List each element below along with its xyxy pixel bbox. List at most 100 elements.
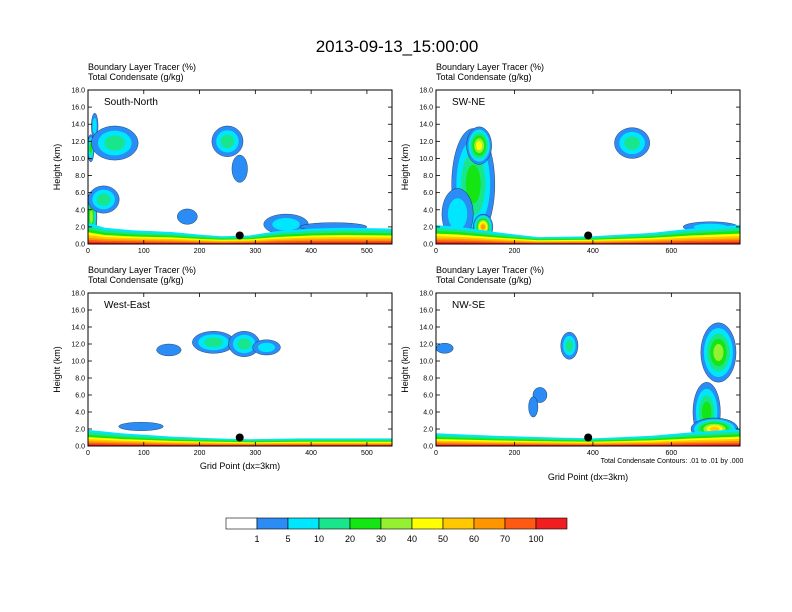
colorbar-label: 20 (345, 534, 355, 544)
cloud (118, 421, 164, 431)
condensate-contour (466, 126, 492, 165)
colorbar-swatch (380, 517, 413, 530)
condensate-contour (700, 322, 737, 383)
x-tick-label: 0 (434, 248, 438, 255)
x-tick-label: 500 (361, 450, 373, 457)
y-tick-label: 8.0 (75, 376, 85, 383)
condensate-contour (231, 154, 248, 183)
plot-area (436, 293, 740, 446)
y-tick-label: 12.0 (71, 342, 85, 349)
panel-title-tracer: Boundary Layer Tracer (%) (436, 62, 544, 72)
y-tick-label: 18.0 (419, 88, 433, 95)
x-tick-label: 0 (86, 248, 90, 255)
y-tick-label: 2.0 (423, 427, 433, 434)
cloud (528, 396, 539, 418)
y-tick-label: 14.0 (419, 122, 433, 129)
cloud-shade (156, 344, 182, 356)
cloud (156, 343, 182, 357)
x-tick-label: 400 (305, 450, 317, 457)
colorbar-label: 40 (407, 534, 417, 544)
cloud-shade (89, 209, 93, 224)
condensate-contour (118, 421, 164, 431)
y-tick-label: 10.0 (419, 156, 433, 163)
cloud (176, 208, 198, 225)
condensate-contour (88, 185, 120, 214)
cloud-shade (436, 343, 454, 354)
x-tick-label: 400 (587, 248, 599, 255)
colorbar-swatch (535, 517, 568, 530)
y-tick-label: 4.0 (75, 410, 85, 417)
x-tick-label: 500 (361, 248, 373, 255)
y-axis-label: Height (km) (52, 144, 62, 191)
cloud (88, 185, 120, 214)
plot-frame (87, 89, 393, 245)
cloud-shade (709, 426, 720, 432)
cloud-shade (96, 193, 111, 206)
y-tick-label: 2.0 (423, 224, 433, 231)
boundary-layer (88, 222, 392, 244)
y-tick-label: 8.0 (423, 173, 433, 180)
colorbar-swatch (411, 517, 444, 530)
cloud-shade (624, 136, 640, 150)
x-tick-label: 200 (194, 248, 206, 255)
condensate-contour (252, 339, 281, 356)
y-tick-label: 0.0 (423, 444, 433, 451)
y-tick-label: 10.0 (71, 156, 85, 163)
colorbar-label: 100 (528, 534, 543, 544)
panel-4: Boundary Layer Tracer (%)Total Condensat… (400, 265, 741, 482)
y-tick-label: 6.0 (75, 393, 85, 400)
cloud (614, 127, 651, 159)
location-marker (584, 433, 593, 442)
condensate-contour (211, 125, 244, 157)
cloud (228, 331, 261, 357)
panel-title-tracer: Boundary Layer Tracer (%) (88, 265, 196, 275)
panel-title-condensate: Total Condensate (g/kg) (88, 275, 184, 285)
panels: Boundary Layer Tracer (%)Total Condensat… (52, 62, 741, 482)
cloud (466, 126, 492, 165)
colorbar-swatch (318, 517, 351, 530)
plot-frame (435, 292, 741, 447)
y-tick-label: 14.0 (71, 122, 85, 129)
colorbar-label: 1 (254, 534, 259, 544)
y-axis-label: Height (km) (400, 144, 410, 191)
y-axis-label: Height (km) (52, 346, 62, 393)
cloud (231, 154, 248, 183)
cloud-shade (220, 134, 235, 149)
condensate-contour (528, 396, 539, 418)
x-tick-label: 400 (305, 248, 317, 255)
y-tick-label: 0.0 (75, 444, 85, 451)
y-tick-label: 10.0 (419, 359, 433, 366)
cloud-shade (104, 135, 126, 151)
colorbar-swatch (287, 517, 320, 530)
y-tick-label: 12.0 (419, 342, 433, 349)
x-tick-label: 200 (509, 248, 521, 255)
colorbar-label: 60 (469, 534, 479, 544)
y-tick-label: 4.0 (423, 207, 433, 214)
plot-area (436, 90, 740, 244)
colorbar: 1 5 10 20 30 40 50 60 70 100 (225, 517, 568, 544)
y-tick-label: 16.0 (419, 308, 433, 315)
y-tick-label: 0.0 (75, 242, 85, 249)
x-tick-label: 0 (434, 450, 438, 457)
y-tick-label: 18.0 (71, 88, 85, 95)
y-tick-label: 8.0 (423, 376, 433, 383)
x-tick-label: 200 (509, 450, 521, 457)
condensate-contour (614, 127, 651, 159)
main-title: 2013-09-13_15:00:00 (316, 37, 479, 56)
plot-area (88, 293, 392, 446)
condensate-contour (156, 343, 182, 357)
cloud-shade (257, 342, 276, 353)
colorbar-swatch (473, 517, 506, 530)
cloud-shade (231, 155, 248, 183)
panel-label: West-East (104, 300, 150, 311)
x-tick-label: 200 (194, 450, 206, 457)
cloud-shade (177, 208, 198, 225)
y-tick-label: 4.0 (75, 207, 85, 214)
cloud-shade (204, 337, 223, 348)
colorbar-label: 50 (438, 534, 448, 544)
cloud (192, 331, 235, 354)
y-tick-label: 2.0 (75, 427, 85, 434)
colorbar-label: 70 (500, 534, 510, 544)
plot-area (88, 90, 392, 244)
x-tick-label: 300 (249, 248, 261, 255)
